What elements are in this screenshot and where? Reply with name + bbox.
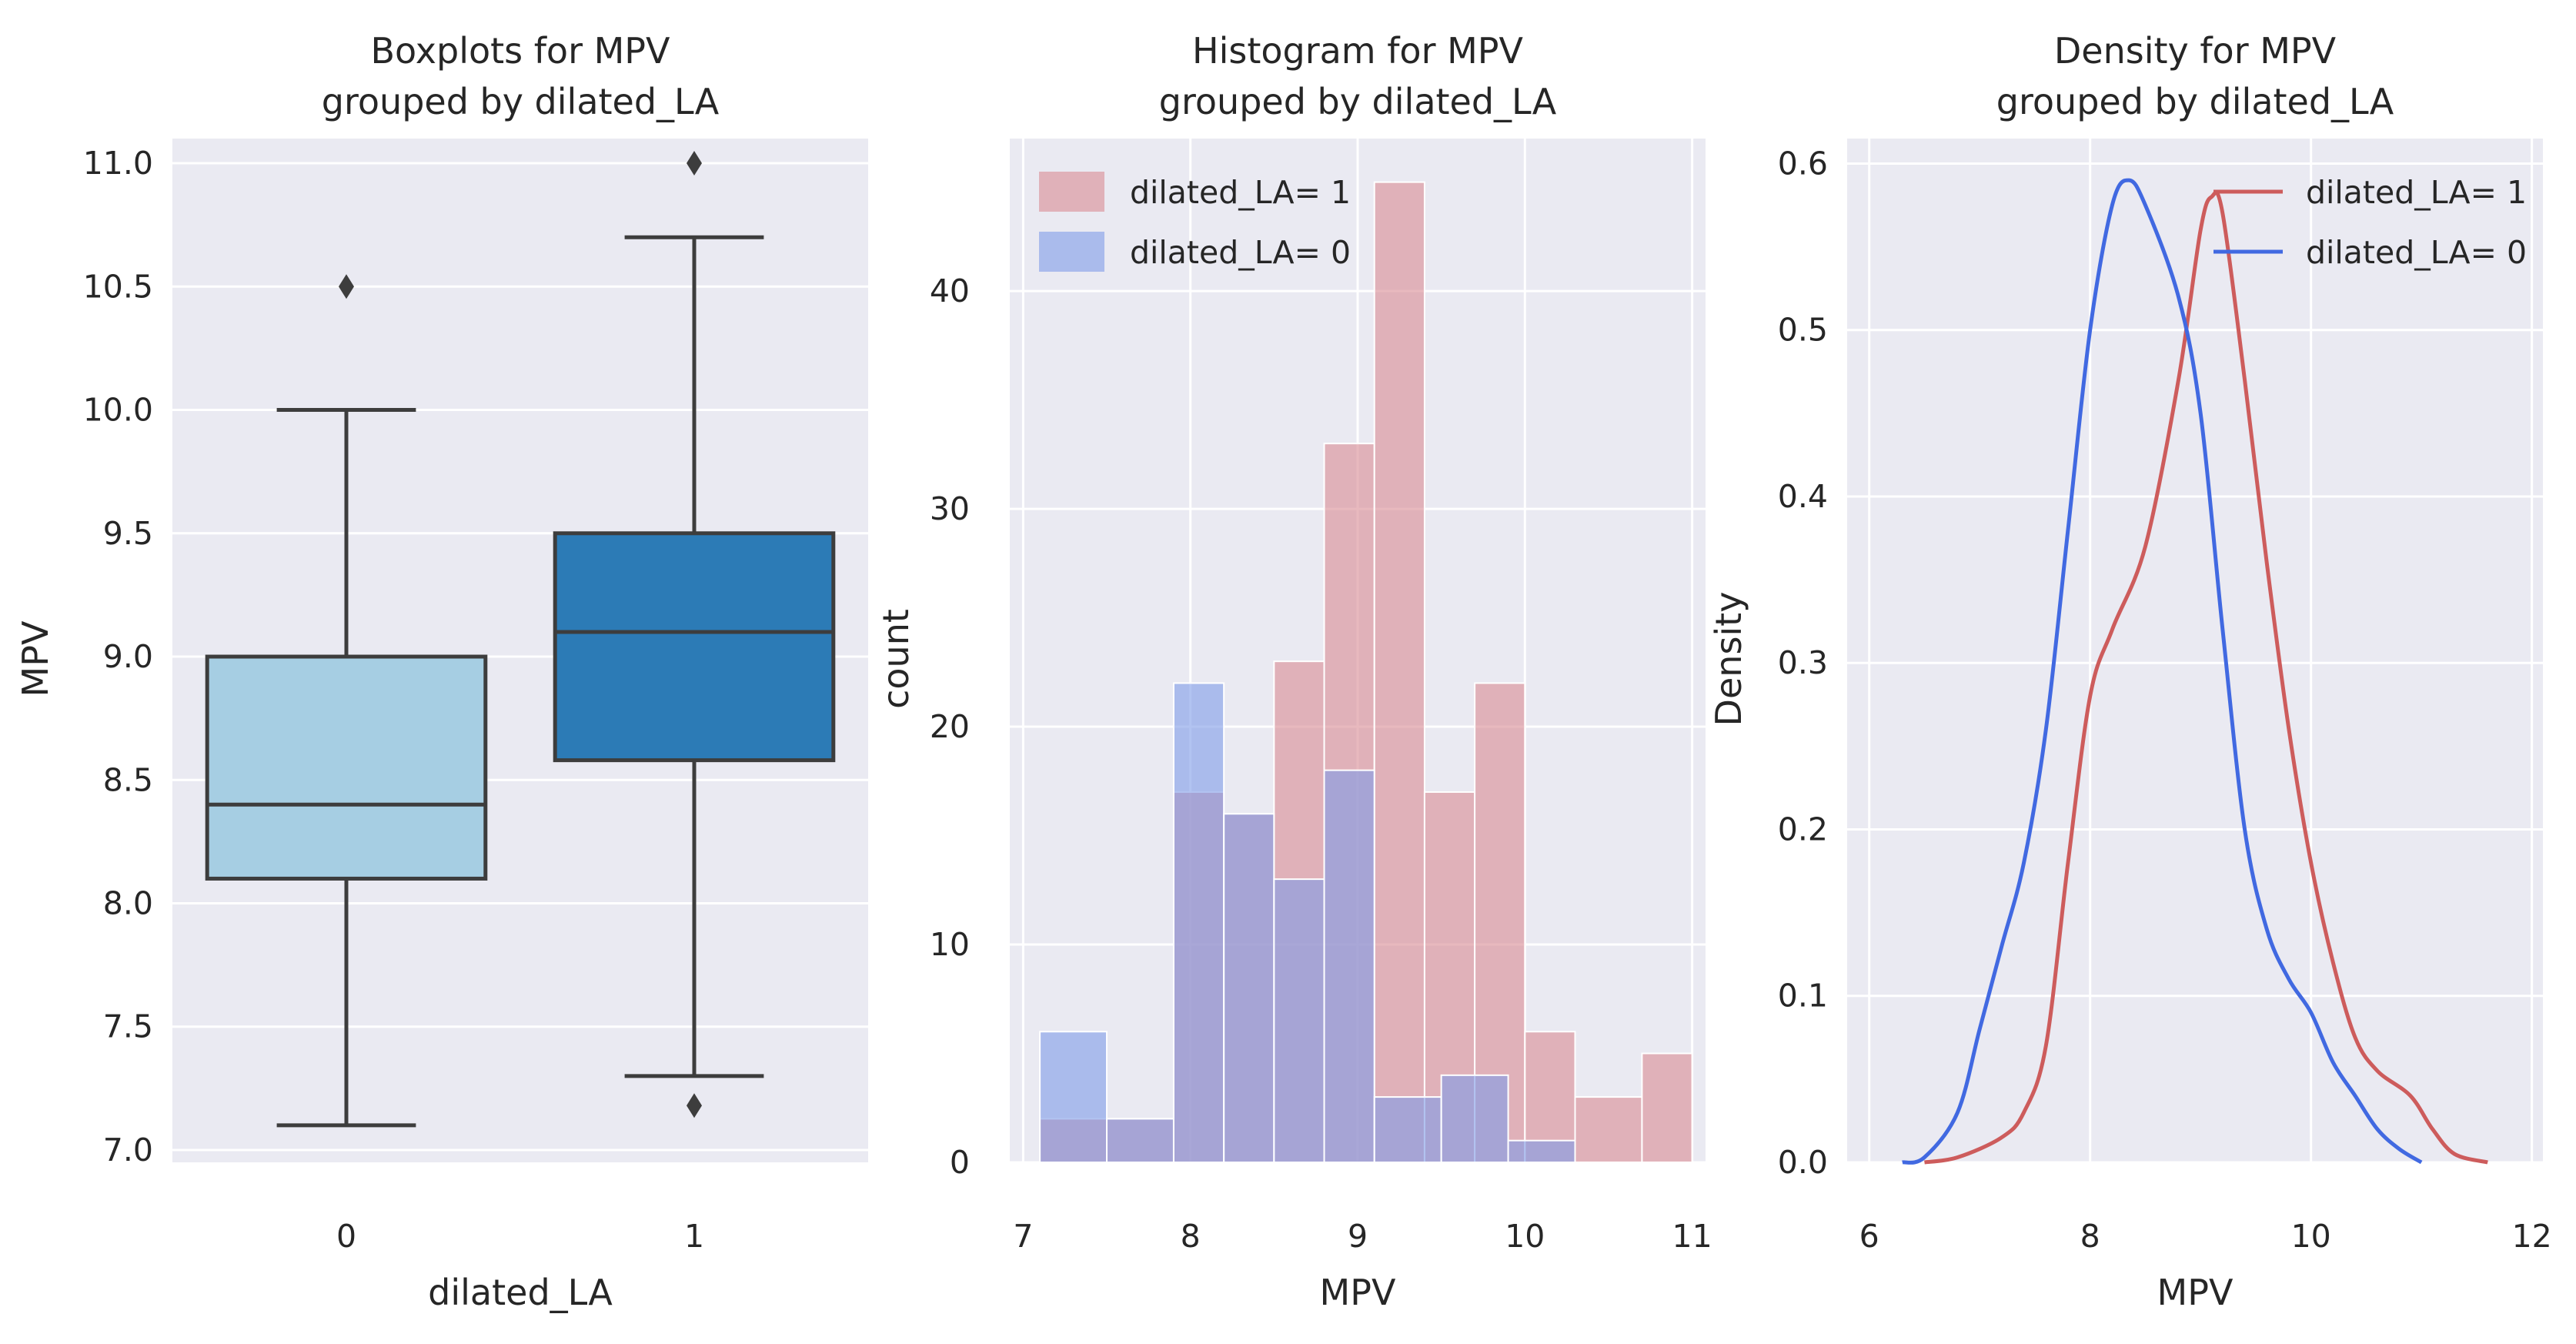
histogram-legend-label-1: dilated_LA= 1 — [1130, 174, 1351, 211]
boxplot-x-tick-label: 1 — [684, 1218, 704, 1255]
histogram-title-line2: grouped by dilated_LA — [1159, 81, 1557, 122]
histogram-x-tick-label: 8 — [1181, 1218, 1201, 1255]
density-gridlines — [1847, 139, 2543, 1164]
density-y-ticks: 0.0 0.1 0.2 0.3 0.4 0.5 0.6 — [1778, 145, 1828, 1181]
histogram-x-tick-label: 10 — [1505, 1218, 1545, 1255]
boxplot-y-tick-label: 10.5 — [83, 268, 153, 305]
histogram-y-tick-label: 40 — [930, 272, 970, 309]
histogram-bar-dilated-0 — [1440, 1074, 1509, 1163]
histogram-panel: 0 10 20 30 40 7 8 9 10 11 Histogram for MPV grou… — [875, 30, 1712, 1313]
histogram-title-line1: Histogram for MPV — [1192, 30, 1524, 72]
density-title-line2: grouped by dilated_LA — [1996, 81, 2394, 122]
boxplot-outlier — [339, 274, 354, 299]
boxplot-x-label: dilated_LA — [428, 1272, 613, 1313]
histogram-bar-dilated-0 — [1507, 1139, 1576, 1164]
histogram-x-tick-label: 9 — [1348, 1218, 1368, 1255]
density-x-ticks: 6 8 10 12 — [1859, 1218, 2552, 1255]
boxplot-outlier — [687, 151, 702, 176]
boxplot-title-line2: grouped by dilated_LA — [322, 81, 720, 122]
boxplot-title-line1: Boxplots for MPV — [370, 30, 670, 72]
histogram-y-label: count — [875, 609, 917, 709]
histogram-bar-dilated-0 — [1223, 813, 1275, 1163]
histogram-bar-dilated-1 — [1574, 1096, 1643, 1163]
histogram-bar-dilated-0 — [1172, 682, 1225, 1163]
histogram-bar-dilated-1 — [1641, 1052, 1693, 1163]
density-x-tick-label: 10 — [2291, 1218, 2331, 1255]
boxplot-y-tick-label: 7.0 — [103, 1132, 153, 1168]
density-legend: dilated_LA= 1 dilated_LA= 0 — [2213, 174, 2527, 271]
histogram-x-tick-label: 7 — [1013, 1218, 1033, 1255]
boxplot-y-tick-label: 7.5 — [103, 1008, 153, 1045]
histogram-y-tick-label: 10 — [930, 926, 970, 963]
boxplot-y-ticks: 7.0 7.5 8.0 8.5 9.0 9.5 10.0 10.5 11.0 — [83, 145, 153, 1168]
histogram-y-ticks: 0 10 20 30 40 — [930, 272, 970, 1181]
histogram-x-tick-label: 11 — [1672, 1218, 1712, 1255]
histogram-bar-dilated-0 — [1373, 1096, 1442, 1163]
histogram-y-tick-label: 30 — [930, 490, 970, 527]
histogram-legend-label-0: dilated_LA= 0 — [1130, 234, 1351, 271]
boxplot-y-tick-label: 9.0 — [103, 638, 153, 675]
density-line-dilated-0 — [1902, 178, 2423, 1165]
histogram-bar-dilated-0 — [1106, 1118, 1174, 1164]
histogram-legend: dilated_LA= 1 dilated_LA= 0 — [1039, 172, 1351, 272]
density-y-tick-label: 0.6 — [1778, 145, 1828, 182]
density-y-tick-label: 0.3 — [1778, 644, 1828, 681]
histogram-y-tick-label: 20 — [930, 708, 970, 745]
boxplot-box — [553, 531, 836, 763]
density-y-tick-label: 0.5 — [1778, 312, 1828, 349]
density-y-tick-label: 0.4 — [1778, 478, 1828, 515]
density-legend-label-1: dilated_LA= 1 — [2306, 174, 2527, 211]
boxplot-outlier — [687, 1093, 702, 1118]
boxplot-y-tick-label: 9.5 — [103, 515, 153, 552]
density-x-label: MPV — [2157, 1272, 2234, 1313]
histogram-x-ticks: 7 8 9 10 11 — [1013, 1218, 1712, 1255]
boxplot-x-tick-label: 0 — [336, 1218, 356, 1255]
boxplot-y-tick-label: 10.0 — [83, 392, 153, 429]
boxplot-y-tick-label: 11.0 — [83, 145, 153, 182]
histogram-y-tick-label: 0 — [950, 1144, 970, 1181]
density-y-label: Density — [1708, 592, 1749, 727]
density-y-tick-label: 0.1 — [1778, 978, 1828, 1015]
density-plot-area — [1847, 139, 2543, 1162]
density-panel: 0.0 0.1 0.2 0.3 0.4 0.5 0.6 6 8 10 12 Density for… — [1708, 30, 2552, 1313]
boxplot-y-tick-label: 8.5 — [103, 761, 153, 798]
histogram-marks — [1039, 181, 1693, 1164]
histogram-bar-dilated-0 — [1323, 769, 1375, 1163]
histogram-x-label: MPV — [1320, 1272, 1396, 1313]
density-x-tick-label: 6 — [1859, 1218, 1879, 1255]
boxplot-y-tick-label: 8.0 — [103, 884, 153, 921]
density-title-line1: Density for MPV — [2054, 30, 2337, 72]
boxplot-box — [205, 654, 488, 881]
boxplot-y-label: MPV — [15, 620, 56, 697]
histogram-legend-swatch-1 — [1039, 172, 1104, 212]
histogram-legend-swatch-0 — [1039, 232, 1104, 272]
density-x-tick-label: 12 — [2512, 1218, 2552, 1255]
histogram-bar-dilated-0 — [1273, 878, 1325, 1164]
histogram-bar-dilated-0 — [1039, 1031, 1108, 1163]
density-y-tick-label: 0.0 — [1778, 1144, 1828, 1181]
density-legend-label-0: dilated_LA= 0 — [2306, 234, 2527, 271]
density-x-tick-label: 8 — [2080, 1218, 2100, 1255]
histogram-bar-dilated-1 — [1373, 181, 1425, 1164]
boxplot-marks — [205, 151, 836, 1128]
density-y-tick-label: 0.2 — [1778, 811, 1828, 848]
